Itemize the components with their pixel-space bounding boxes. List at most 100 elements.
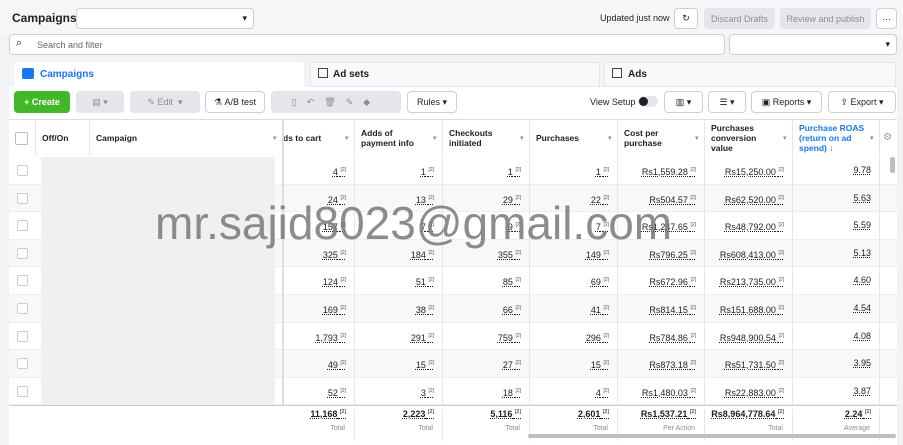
total-cell: 2.24 [2]	[793, 409, 880, 442]
cell-value: 9.78	[853, 165, 871, 175]
edit-label: Edit	[157, 97, 174, 107]
tab[interactable]	[310, 62, 600, 87]
footnote-marker: [2]	[428, 277, 434, 284]
edit-button[interactable]: ✎ Edit ▾	[130, 91, 200, 113]
footnote-marker: [2]	[603, 167, 609, 173]
footnote-marker: [2]	[778, 167, 784, 173]
row-checkbox[interactable]	[17, 220, 28, 232]
reports-label: Reports	[772, 97, 805, 107]
cell-value: Rs51,731.50	[724, 360, 776, 371]
table-cell: 52 [2]	[283, 377, 355, 406]
campaign-dropdown[interactable]: ▾	[76, 8, 254, 29]
action-icons[interactable]: ▯↶🗑✎◆	[271, 91, 401, 113]
cell-value: 296	[585, 332, 601, 343]
cell-value: 7	[420, 222, 426, 233]
scrollbar[interactable]	[528, 434, 896, 438]
table-cell: 7 [2]	[355, 212, 443, 240]
table-cell: 325 [2]	[283, 239, 355, 268]
sort-caret[interactable]: ▾	[870, 135, 874, 142]
ab-test-button[interactable]: ⚗ A/B test	[205, 91, 265, 113]
column-header[interactable]: Purchases conversion value	[705, 120, 793, 156]
settings-icon[interactable]: ⚙	[883, 132, 892, 143]
view-setup-toggle[interactable]	[638, 96, 658, 107]
cell-value: 759	[497, 332, 513, 343]
cell-value: 3.87	[853, 385, 871, 396]
table-cell: 3.87	[793, 377, 880, 406]
table-cell: 4.08	[793, 322, 880, 351]
data-table: Off/On Campaign ▾ ds to cart ▾ Adds of paymen…	[9, 119, 897, 445]
column-header[interactable]: Cost per purchase	[618, 120, 705, 156]
footnote-marker: [2]	[428, 222, 434, 229]
table-cell: Rs48,792.00 [2]	[705, 212, 793, 240]
v-scrollbar[interactable]	[890, 157, 895, 173]
discard-button[interactable]: Discard Drafts	[704, 8, 775, 29]
refresh-button[interactable]: ↻	[674, 8, 698, 29]
cell-value: 3.95	[853, 358, 871, 369]
cell-value: 22	[590, 194, 601, 205]
total-value: 2,601	[577, 409, 601, 420]
tab-label[interactable]: Ad sets	[333, 69, 370, 80]
reports-button[interactable]: ▣ Reports ▾	[751, 91, 822, 113]
column-header[interactable]: Campaign	[90, 120, 283, 156]
row-checkbox[interactable]	[17, 165, 28, 176]
sort-caret[interactable]: ▾	[695, 135, 699, 142]
column-header[interactable]: Checkouts initiated	[443, 120, 530, 156]
table-cell: 15 [2]	[355, 350, 443, 378]
table-cell: 9.78	[793, 157, 880, 185]
cell-value: Rs948,900.54	[719, 332, 776, 343]
column-header[interactable]: Adds of payment info	[355, 120, 443, 156]
cell-value: 27	[502, 360, 513, 371]
row-checkbox[interactable]	[17, 303, 28, 314]
column-header[interactable]: Purchase ROAS (return on ad spend) ↓	[793, 120, 880, 156]
cell-value: Rs151,688.00	[719, 305, 776, 315]
footnote-marker: [2]	[340, 249, 346, 256]
search-input[interactable]: Search and filter	[9, 34, 725, 55]
cell-value: Rs608,413.00	[719, 249, 776, 260]
column-divider	[282, 120, 284, 436]
table-cell: Rs22,883.00 [2]	[705, 377, 793, 406]
cell-value: 7	[595, 222, 601, 233]
columns-button[interactable]: ▥ ▾	[664, 91, 703, 113]
footnote-marker: [2]	[428, 305, 434, 311]
footnote-marker: [2]	[602, 409, 609, 416]
row-checkbox[interactable]	[17, 385, 28, 397]
rules-button[interactable]: Rules ▾	[407, 91, 457, 113]
tab[interactable]	[604, 62, 896, 87]
sort-caret[interactable]: ▾	[273, 135, 277, 142]
column-header[interactable]: Purchases	[530, 120, 618, 156]
row-checkbox[interactable]	[17, 275, 28, 287]
row-checkbox[interactable]	[17, 330, 28, 342]
footnote-marker: [2]	[603, 194, 609, 201]
tab-label[interactable]: Campaigns	[40, 69, 94, 80]
export-button[interactable]: ⇪ Export ▾	[828, 91, 896, 113]
more-button[interactable]: ···	[876, 8, 897, 29]
sort-caret[interactable]: ▾	[520, 135, 524, 142]
checkbox-header[interactable]	[9, 120, 36, 156]
breakdown-button[interactable]: ☰ ▾	[708, 91, 746, 113]
column-header[interactable]: ds to cart	[283, 120, 355, 156]
cell-value: 5.13	[853, 247, 871, 258]
total-label: Total	[418, 425, 433, 433]
footnote-marker: [2]	[340, 277, 346, 284]
publish-button[interactable]: Review and publish	[780, 8, 871, 29]
tab-label[interactable]: Ads	[628, 69, 647, 80]
filter-dropdown[interactable]: ▾	[729, 34, 897, 55]
row-checkbox[interactable]	[17, 192, 28, 204]
sort-caret[interactable]: ▾	[433, 135, 437, 142]
row-checkbox[interactable]	[17, 247, 28, 259]
sort-caret[interactable]: ▾	[608, 135, 612, 142]
row-checkbox[interactable]	[17, 358, 28, 370]
footnote-marker: [2]	[778, 387, 784, 394]
column-header[interactable]: Off/On	[36, 120, 90, 156]
duplicate-button[interactable]: ▤ ▾	[76, 91, 124, 113]
table-cell: 5.13	[793, 239, 880, 268]
cell-value: 29	[502, 194, 513, 205]
sort-caret[interactable]: ▾	[345, 135, 349, 142]
sort-caret[interactable]: ▾	[783, 135, 787, 142]
create-button[interactable]: + Create	[14, 91, 70, 113]
totals-row	[9, 405, 897, 445]
tab-active[interactable]	[14, 62, 304, 89]
cell-value: Rs62,520.00	[724, 194, 776, 205]
cell-value: 325	[322, 249, 338, 260]
footnote-marker: [2]	[515, 249, 521, 256]
